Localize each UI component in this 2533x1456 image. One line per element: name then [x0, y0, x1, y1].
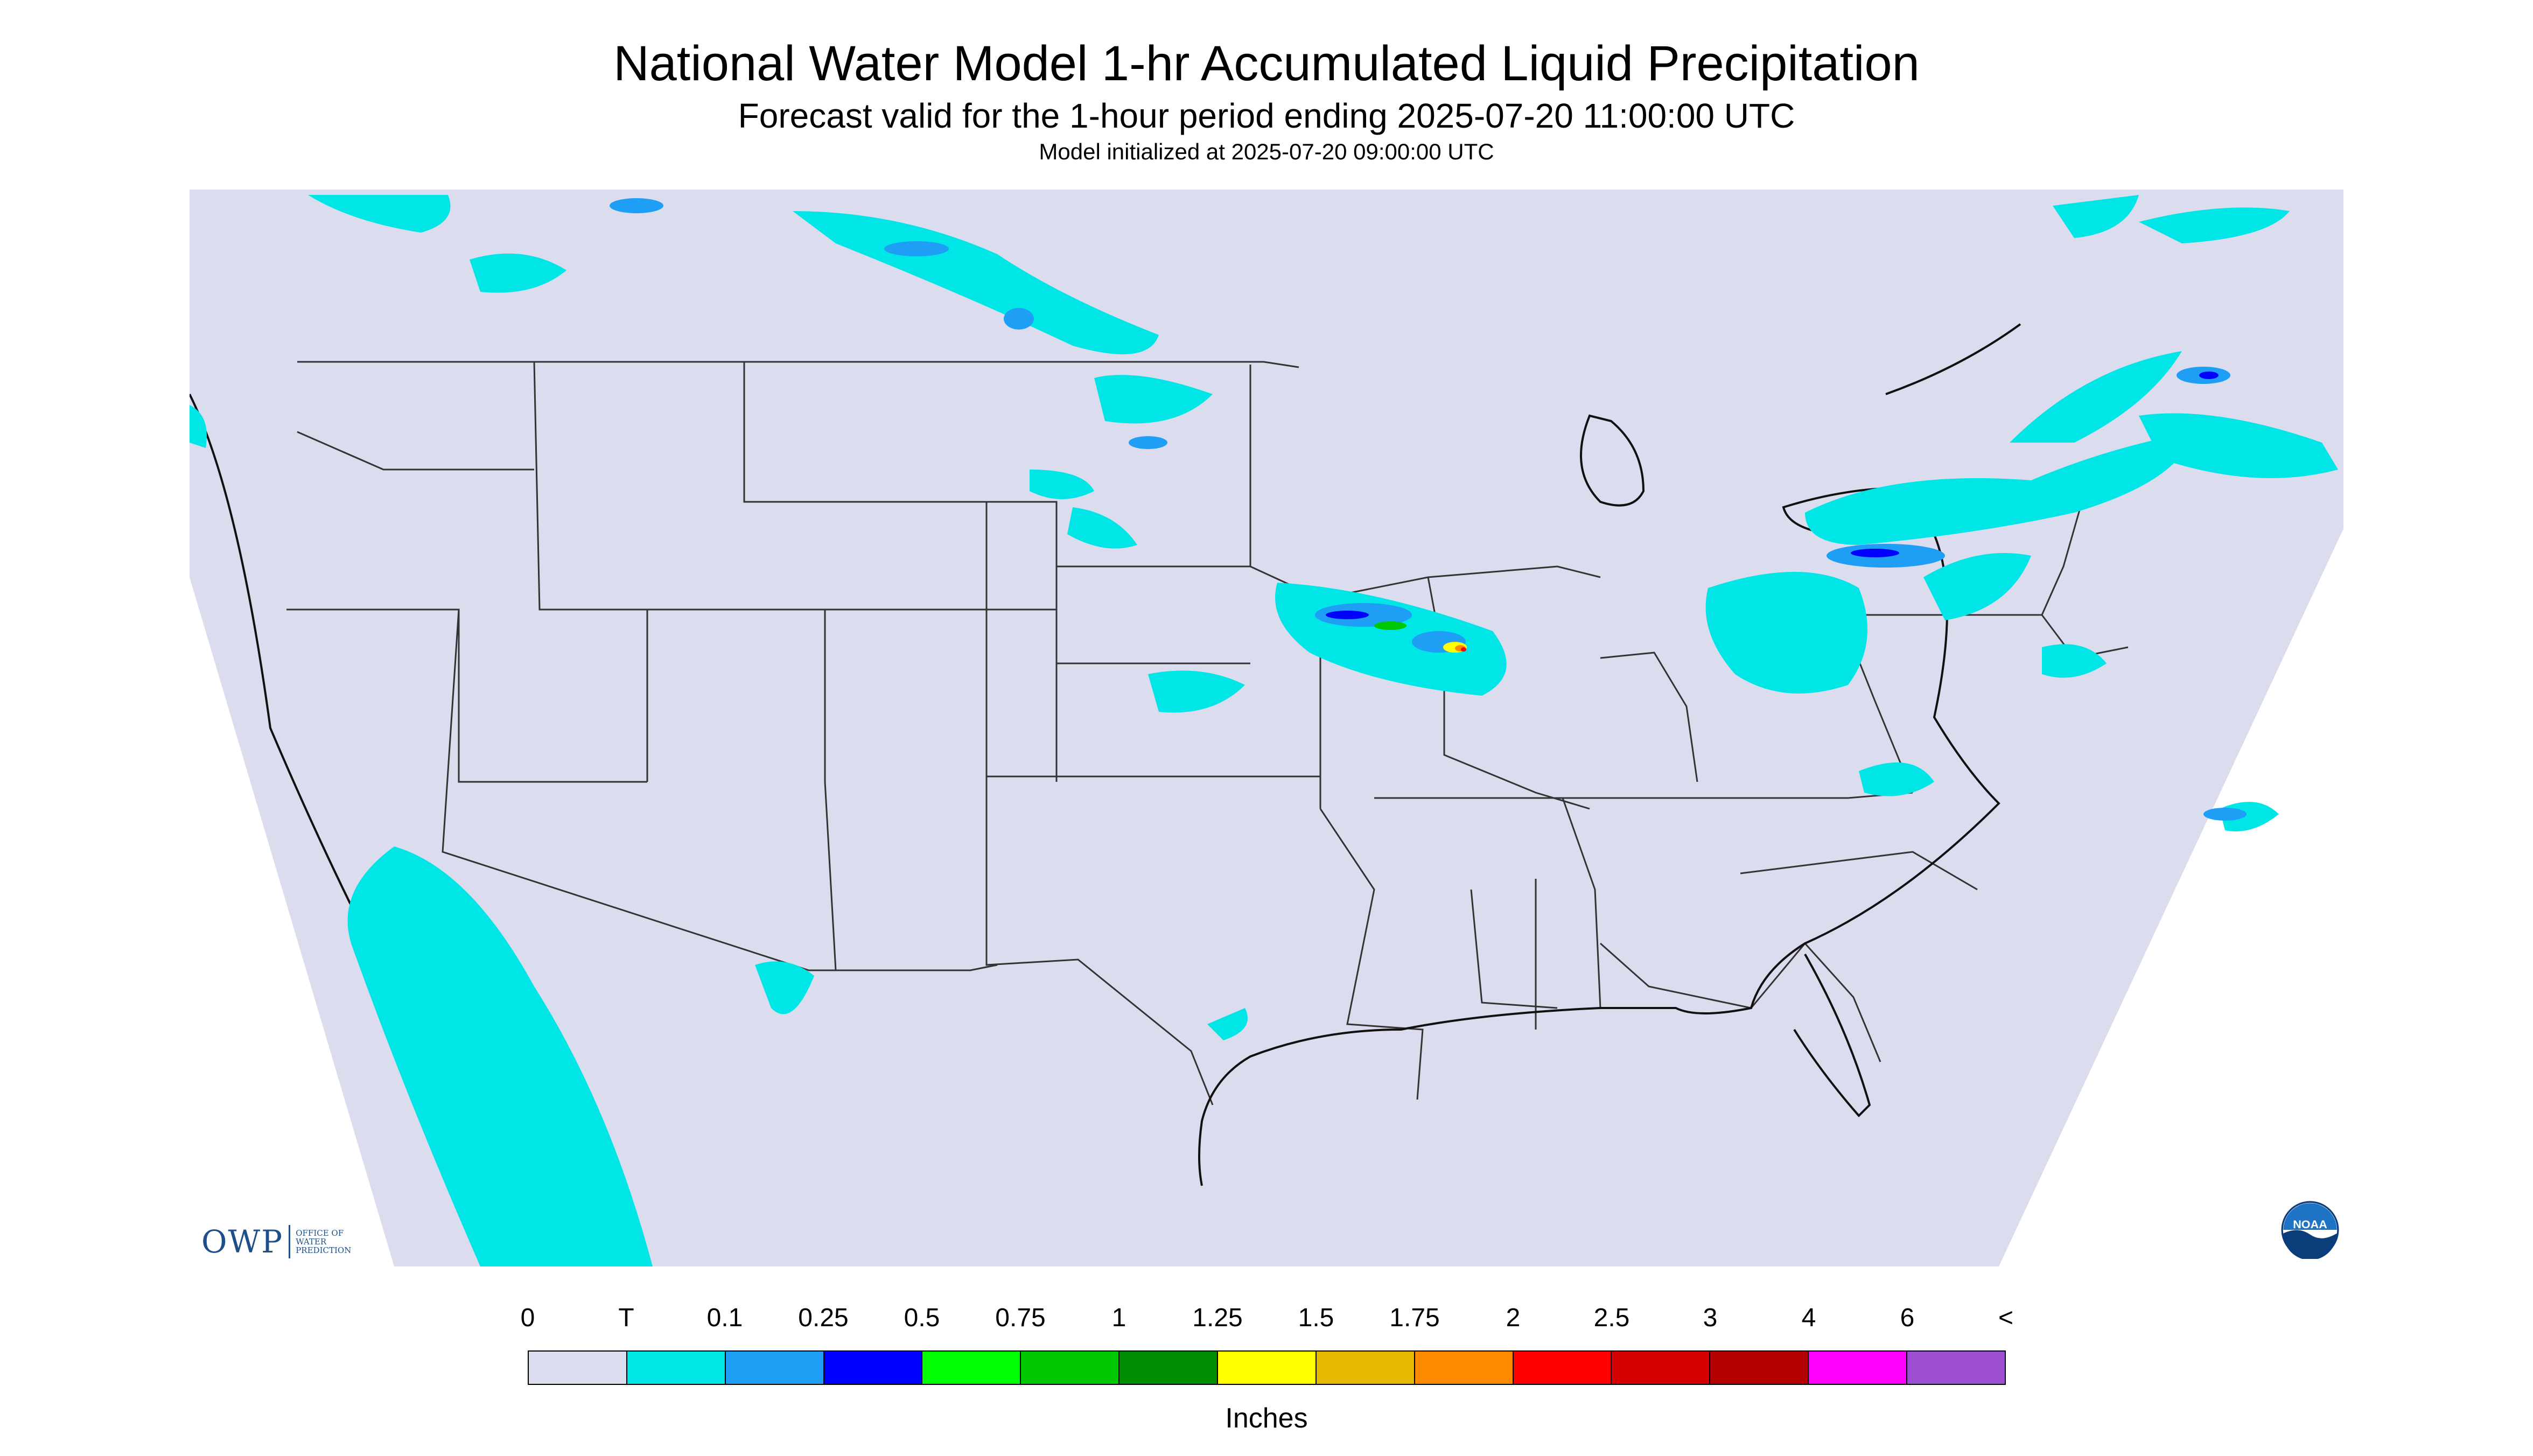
legend-swatch: [922, 1352, 1021, 1384]
legend-swatch: [1218, 1352, 1317, 1384]
legend-swatch: [1316, 1352, 1415, 1384]
state-boundaries: [286, 361, 2129, 1105]
legend-label: <: [1998, 1304, 2014, 1332]
legend-label: 0.1: [706, 1304, 743, 1332]
legend-swatch: [1809, 1352, 1908, 1384]
noaa-logo-text: NOAA: [2293, 1217, 2327, 1231]
legend-colorbar: [528, 1350, 2006, 1385]
projection-domain: [190, 190, 2343, 1266]
owp-logo-divider: [289, 1225, 291, 1258]
legend-swatch: [1710, 1352, 1809, 1384]
legend-label: 1.5: [1298, 1304, 1334, 1332]
precip-light-areas: [610, 198, 2247, 821]
legend-swatch: [1415, 1352, 1514, 1384]
noaa-logo: NOAA: [2281, 1201, 2339, 1259]
legend-swatch: [1513, 1352, 1612, 1384]
map-title: National Water Model 1-hr Accumulated Li…: [613, 36, 1920, 91]
legend-label: 2.5: [1593, 1304, 1630, 1332]
legend-label: 3: [1703, 1304, 1718, 1332]
legend-label: 4: [1801, 1304, 1816, 1332]
legend-swatch: [1612, 1352, 1711, 1384]
legend-swatch: [1021, 1352, 1120, 1384]
map-subtitle: Forecast valid for the 1-hour period end…: [738, 96, 1795, 135]
legend-swatch: [529, 1352, 627, 1384]
legend-label: 1: [1111, 1304, 1126, 1332]
legend-label: 1.25: [1192, 1304, 1243, 1332]
owp-logo-mark: OWP: [201, 1223, 284, 1260]
legend-swatch: [1907, 1352, 2005, 1384]
legend-label: 0.75: [995, 1304, 1046, 1332]
legend-swatch: [627, 1352, 726, 1384]
legend-swatch: [824, 1352, 923, 1384]
legend-swatch: [725, 1352, 824, 1384]
legend-label: 1.75: [1389, 1304, 1440, 1332]
legend-label: 2: [1506, 1304, 1521, 1332]
legend-label: 6: [1900, 1304, 1915, 1332]
owp-logo-text: Office of Water Prediction: [296, 1228, 352, 1255]
legend-label: 0.25: [798, 1304, 849, 1332]
legend-units: Inches: [1225, 1403, 1308, 1434]
legend-label: T: [618, 1304, 634, 1332]
owp-logo: OWP Office of Water Prediction: [201, 1223, 371, 1260]
precip-moderate-areas: [1326, 372, 2219, 653]
legend-label: 0: [520, 1304, 535, 1332]
legend-label: 0.5: [904, 1304, 940, 1332]
legend-swatch: [1119, 1352, 1219, 1384]
model-init-line: Model initialized at 2025-07-20 09:00:00…: [1039, 139, 1494, 164]
legend-labels: 0 T 0.1 0.25 0.5 0.75 1 1.25 1.5 1.75 2 2.5 3 4 6 <: [521, 1303, 2013, 1335]
precipitation-map: [190, 190, 2343, 1266]
